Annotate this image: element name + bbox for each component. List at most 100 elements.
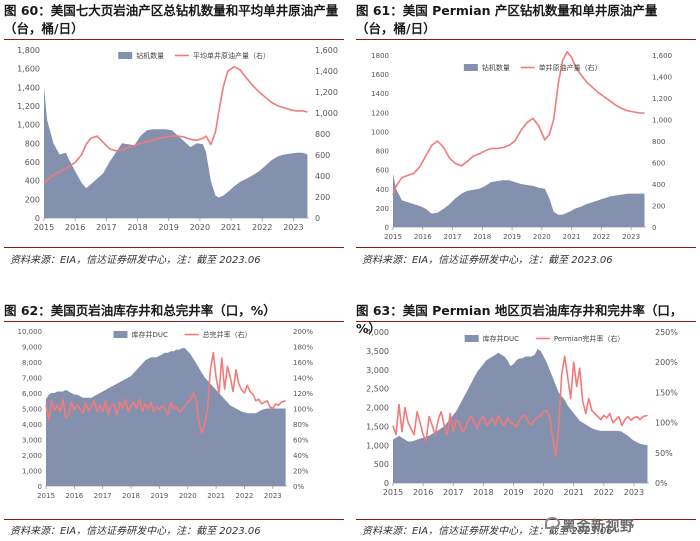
y-tick-label-left: 500	[374, 460, 389, 469]
y-tick-label-right: 600	[315, 151, 330, 160]
y-tick-label-right: 1,600	[652, 52, 672, 60]
y-tick-label-right: 1,200	[315, 88, 338, 97]
y-tick-label-left: 5,000	[22, 406, 42, 414]
y-tick-label-right: 1,400	[652, 74, 672, 82]
x-tick-label: 2020	[179, 492, 197, 500]
y-tick-label-right: 0	[315, 214, 320, 223]
x-tick-label: 2022	[252, 223, 272, 232]
y-tick-label-left: 800	[376, 148, 389, 156]
x-tick-label: 2018	[122, 492, 140, 500]
x-tick-label: 2022	[236, 492, 254, 500]
y-tick-label-right: 0%	[655, 479, 668, 488]
x-tick-label: 2015	[383, 488, 403, 497]
y-tick-label-left: 1,600	[17, 65, 40, 74]
y-tick-label-right: 800	[315, 130, 330, 139]
y-tick-label-left: 200	[376, 205, 389, 213]
source-note: 资料来源：EIA，信达证券研发中心，注：截至 2023.06	[10, 255, 261, 266]
source-note: 资料来源：EIA，信达证券研发中心，注：截至 2023.06	[362, 526, 613, 537]
y-tick-label-left: 600	[376, 167, 389, 175]
y-tick-label-left: 800	[25, 139, 40, 148]
series-line-单井原油产量（右）	[392, 51, 645, 196]
y-tick-label-left: 3,000	[366, 366, 389, 375]
y-tick-label-right: 40%	[293, 452, 309, 460]
x-tick-label: 2019	[503, 233, 521, 241]
x-tick-label: 2021	[563, 233, 581, 241]
legend-swatch-area	[118, 52, 133, 59]
x-tick-label: 2015	[37, 492, 55, 500]
y-tick-label-right: 200%	[655, 358, 678, 367]
figure-title: 图 61：美国 Permian 产区钻机数量和单井原油产量（台，桶/日）	[356, 3, 658, 36]
y-tick-label-right: 200	[652, 203, 665, 211]
y-tick-label-right: 1,000	[315, 109, 338, 118]
series-line-Permian完井率（右）	[392, 355, 648, 457]
y-tick-label-right: 0	[652, 224, 656, 232]
legend-label-area: 库存井DUC	[131, 330, 168, 339]
panel-fig-60: 图 60：美国七大页岩油产区总钻机数量和平均单井原油产量（台，桶/日） 0 200…	[4, 2, 344, 268]
y-tick-label-left: 3,500	[366, 347, 389, 356]
series-area-库存井DUC	[46, 348, 286, 486]
y-tick-label-right: 1,400	[315, 67, 338, 76]
y-tick-label-left: 0	[38, 483, 42, 491]
x-tick-label: 2023	[622, 233, 640, 241]
chart-fig-60: 02004006008001,0001,2001,4001,6001,80002…	[17, 46, 338, 232]
y-tick-label-left: 400	[25, 177, 40, 186]
series-area-钻机数量	[393, 173, 645, 227]
y-tick-label-right: 400	[652, 181, 665, 189]
y-tick-label-right: 1,200	[652, 95, 672, 103]
panel-fig-61: 图 61：美国 Permian 产区钻机数量和单井原油产量（台，桶/日） 0 20…	[356, 2, 696, 268]
y-tick-label-left: 200	[25, 195, 40, 204]
chart-fig-61: 0 200 400 600 800 1000 1200 1400 1600 1800 0 200 400…	[371, 51, 672, 241]
y-tick-label-left: 1,000	[22, 468, 42, 476]
legend-swatch-area	[113, 331, 128, 338]
legend-label-line: 平均单井原油产量（右）	[193, 51, 270, 60]
y-tick-label-right: 160%	[293, 359, 313, 367]
y-tick-label-right: 50%	[655, 449, 673, 458]
panel-fig-62: 图 62：美国页岩油库存井和总完井率（口，%） 0 1,000 2,000 3,000…	[4, 302, 344, 540]
y-tick-label-left: 6,000	[22, 390, 42, 398]
y-tick-label-left: 1,400	[17, 83, 40, 92]
source-divider	[4, 519, 344, 520]
legend-swatch-area	[464, 335, 479, 342]
x-tick-label: 2016	[65, 223, 85, 232]
x-tick-label: 2018	[127, 223, 147, 232]
source-note: 资料来源：EIA，信达证券研发中心，注：截至 2023.06	[10, 526, 261, 537]
y-tick-label-right: 800	[652, 138, 665, 146]
y-tick-label-right: 20%	[293, 468, 309, 476]
chart-fig-62: 0 1,000 2,000 3,000 4,000 5,000 6,000 7,000 8,00…	[18, 328, 314, 500]
x-tick-label: 2022	[592, 233, 610, 241]
y-tick-label-left: 0	[385, 224, 389, 232]
x-tick-label: 2021	[207, 492, 225, 500]
y-tick-label-left: 1,000	[366, 441, 389, 450]
y-tick-label-left: 8,000	[22, 359, 42, 367]
figure-title: 图 62：美国页岩油库存井和总完井率（口，%）	[4, 303, 276, 318]
x-tick-label: 2015	[384, 233, 402, 241]
y-tick-label-right: 0%	[293, 483, 304, 491]
watermark: 黑金新视野	[562, 519, 635, 535]
title-divider	[4, 321, 344, 322]
x-tick-label: 2021	[221, 223, 241, 232]
y-tick-label-left: 1,000	[17, 121, 40, 130]
y-tick-label-right: 120%	[293, 390, 313, 398]
y-tick-label-right: 1,600	[315, 46, 338, 55]
y-tick-label-right: 60%	[293, 437, 309, 445]
series-area-钻机数量	[44, 87, 308, 218]
x-tick-label: 2019	[503, 488, 523, 497]
legend-swatch-area	[463, 64, 478, 71]
wechat-icon	[545, 517, 560, 529]
x-tick-label: 2018	[473, 233, 491, 241]
x-tick-label: 2020	[533, 233, 551, 241]
x-tick-label: 2023	[264, 492, 282, 500]
y-tick-label-left: 1600	[371, 71, 389, 79]
y-tick-label-left: 1200	[371, 109, 389, 117]
x-tick-label: 2023	[283, 223, 303, 232]
legend-label-line: 单井原油产量（右）	[539, 63, 602, 72]
legend-label-line: 总完井率（右）	[203, 330, 252, 339]
y-tick-label-right: 180%	[293, 344, 313, 352]
y-tick-label-left: 2,000	[22, 452, 42, 460]
x-tick-label: 2018	[473, 488, 493, 497]
source-note: 资料来源：EIA，信达证券研发中心，注：截至 2023.06	[362, 255, 613, 266]
x-tick-label: 2019	[159, 223, 179, 232]
y-tick-label-left: 1800	[371, 52, 389, 60]
y-tick-label-left: 1,200	[17, 102, 40, 111]
y-tick-label-left: 1400	[371, 90, 389, 98]
